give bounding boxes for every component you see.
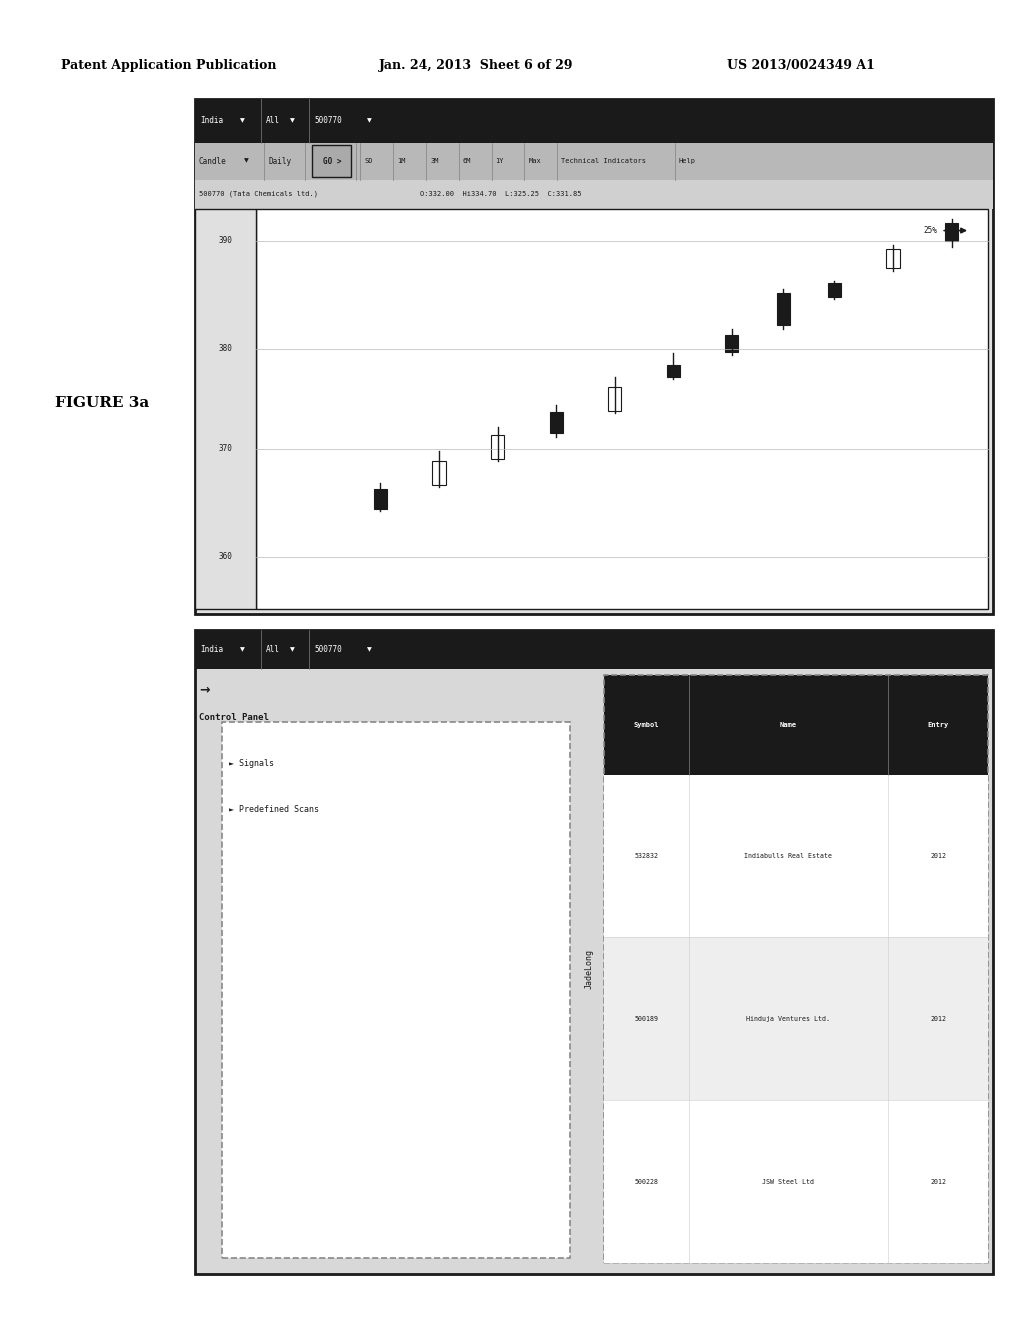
Bar [195, 99, 993, 614]
Bar [195, 630, 993, 1274]
Text: All: All [266, 645, 281, 653]
Text: ▼: ▼ [290, 647, 295, 652]
Text: Name: Name [780, 722, 797, 727]
Text: ▼: ▼ [290, 119, 295, 123]
Bar [776, 293, 790, 325]
Bar [492, 434, 504, 458]
Bar [604, 675, 988, 1263]
Text: 532832: 532832 [635, 853, 658, 859]
Text: ▼: ▼ [240, 119, 245, 123]
Bar [887, 249, 899, 268]
Text: 25%: 25% [924, 226, 937, 235]
Text: Symbol: Symbol [634, 722, 659, 727]
Bar [945, 223, 958, 240]
Bar [374, 488, 387, 508]
Bar [667, 364, 680, 378]
Text: Patent Application Publication: Patent Application Publication [61, 59, 276, 73]
Text: 1M: 1M [397, 158, 406, 164]
Bar [432, 461, 445, 484]
Text: 360: 360 [218, 552, 232, 561]
Text: ▼: ▼ [367, 647, 372, 652]
Text: JadeLong: JadeLong [585, 949, 593, 989]
Text: 370: 370 [218, 444, 232, 453]
Text: 500770: 500770 [314, 116, 342, 125]
Text: ▼: ▼ [367, 119, 372, 123]
Bar [195, 180, 993, 209]
Text: India: India [201, 116, 224, 125]
Text: 500228: 500228 [635, 1179, 658, 1185]
Bar [604, 675, 988, 775]
Text: 2012: 2012 [930, 853, 946, 859]
Text: 2012: 2012 [930, 1016, 946, 1022]
Bar [195, 143, 993, 180]
Text: Jan. 24, 2013  Sheet 6 of 29: Jan. 24, 2013 Sheet 6 of 29 [379, 59, 573, 73]
Text: JSW Steel Ltd: JSW Steel Ltd [763, 1179, 814, 1185]
Bar [550, 412, 563, 433]
Text: FIGURE 3a: FIGURE 3a [55, 396, 150, 409]
Text: 390: 390 [218, 236, 232, 246]
Text: Hinduja Ventures Ltd.: Hinduja Ventures Ltd. [746, 1016, 830, 1022]
Text: →: → [200, 684, 210, 697]
Bar [827, 282, 841, 297]
Bar [725, 334, 738, 351]
Text: Entry: Entry [928, 722, 949, 727]
Text: ► Predefined Scans: ► Predefined Scans [229, 805, 319, 814]
Text: 500770: 500770 [314, 645, 342, 653]
Text: US 2013/0024349 A1: US 2013/0024349 A1 [727, 59, 874, 73]
Bar [608, 387, 622, 411]
Text: Technical Indicators: Technical Indicators [561, 158, 646, 164]
Text: ► Signals: ► Signals [229, 759, 274, 768]
Text: 500189: 500189 [635, 1016, 658, 1022]
Text: GO >: GO > [323, 157, 341, 165]
Bar [195, 630, 993, 669]
Text: 380: 380 [218, 345, 232, 352]
Text: SD: SD [365, 158, 373, 164]
Text: ▼: ▼ [240, 647, 245, 652]
Text: Indiabulls Real Estate: Indiabulls Real Estate [744, 853, 833, 859]
Text: Max: Max [528, 158, 541, 164]
Bar [222, 722, 570, 1258]
Text: 3M: 3M [430, 158, 438, 164]
Text: Control Panel: Control Panel [199, 713, 268, 722]
Text: All: All [266, 116, 281, 125]
Bar [195, 99, 993, 143]
Text: 500770 (Tata Chemicals ltd.): 500770 (Tata Chemicals ltd.) [199, 191, 317, 197]
Text: ◄: ◄ [606, 678, 612, 688]
Bar [256, 209, 988, 609]
Text: Help: Help [679, 158, 696, 164]
Text: 1Y: 1Y [496, 158, 504, 164]
Text: 2012: 2012 [930, 1179, 946, 1185]
Text: India: India [201, 645, 224, 653]
Bar [604, 775, 988, 937]
Text: Candle: Candle [199, 157, 226, 165]
Text: 6M: 6M [463, 158, 471, 164]
Text: O:332.00  Hi334.70  L:325.25  C:331.85: O:332.00 Hi334.70 L:325.25 C:331.85 [420, 191, 582, 197]
Bar [604, 937, 988, 1101]
Bar [195, 209, 256, 609]
Text: ▼: ▼ [244, 158, 249, 164]
Bar [312, 145, 351, 177]
Bar [604, 1101, 988, 1263]
Text: Daily: Daily [268, 157, 292, 165]
